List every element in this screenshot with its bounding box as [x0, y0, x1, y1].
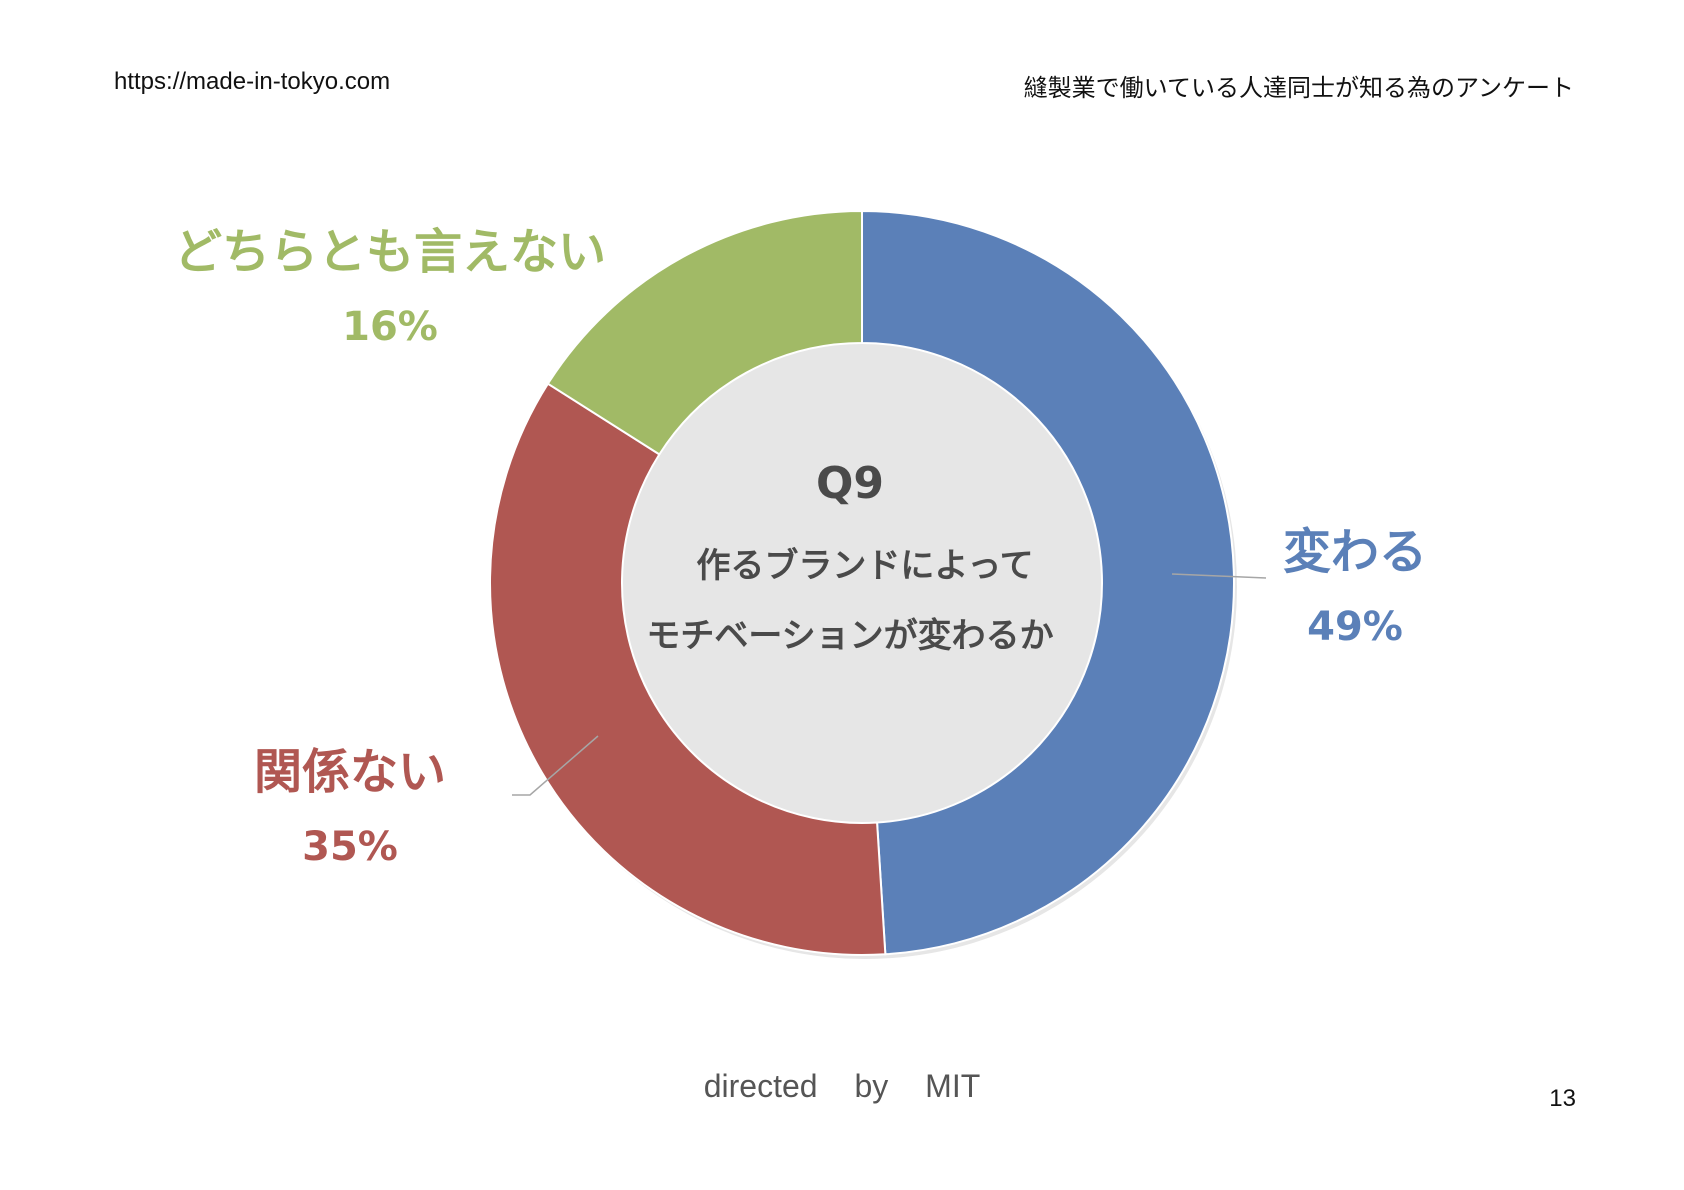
chart-center-line-1: 作るブランドによって: [696, 546, 1034, 586]
leader-line-kankeinai: [512, 735, 599, 796]
chart-center-line-2: モチベーションが変わるか: [646, 616, 1054, 656]
slice-kawaru: [861, 209, 1235, 956]
leader-line-kawaru: [1171, 573, 1267, 579]
slice-name-dochiratomo: どちらとも言えない: [173, 224, 606, 280]
slice-kankeinai: [489, 382, 887, 956]
slice-label-dochiratomo: どちらとも言えない 16%: [150, 212, 630, 350]
footer-credit: directed by MIT: [703, 1068, 981, 1104]
header-title: 縫製業で働いている人達同士が知る為のアンケート: [1023, 74, 1574, 102]
slice-dochiratomo: [546, 209, 863, 456]
chart-center-title: Q9: [815, 458, 885, 509]
slice-label-kawaru: 変わる 49%: [1255, 512, 1455, 650]
slice-value-dochiratomo: 16%: [342, 304, 438, 350]
slice-label-kankeinai: 関係ない 35%: [220, 732, 480, 870]
page-number: 13: [1549, 1085, 1576, 1112]
header-url: https://made-in-tokyo.com: [114, 68, 391, 95]
slice-name-kankeinai: 関係ない: [253, 744, 446, 800]
slice-value-kawaru: 49%: [1307, 604, 1403, 650]
slice-name-kawaru: 変わる: [1282, 524, 1427, 580]
slice-value-kankeinai: 35%: [302, 824, 398, 870]
